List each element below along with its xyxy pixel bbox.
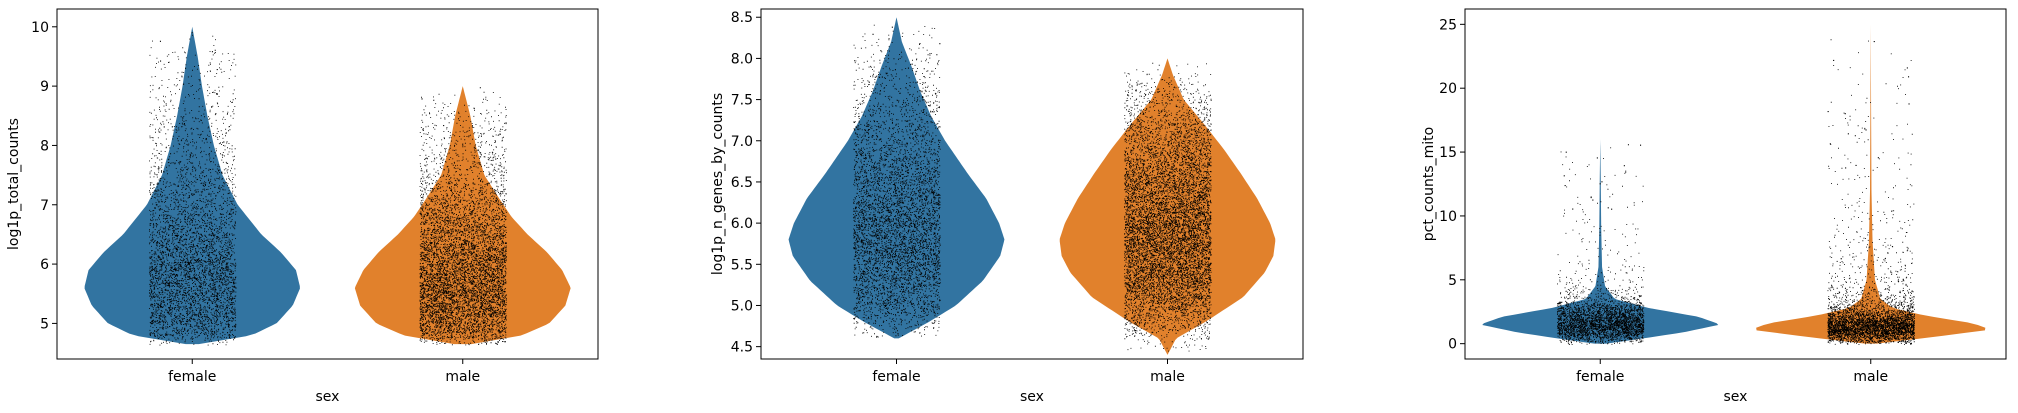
jitter-points-female [853, 24, 941, 338]
x-tick-layer: female male [168, 359, 480, 385]
y-tick-label: 6.0 [731, 216, 753, 232]
y-axis-label: log1p_n_genes_by_counts [710, 93, 726, 275]
x-tick-layer: female male [1576, 359, 1888, 385]
y-tick-label: 4.5 [731, 340, 753, 356]
y-tick-label: 7.0 [731, 134, 753, 150]
y-tick-label: 8.0 [731, 51, 753, 67]
x-tick-label-male: male [1150, 369, 1185, 385]
x-tick-layer: female male [872, 359, 1185, 385]
y-tick-label: 5.5 [731, 257, 753, 273]
x-tick-label-male: male [445, 369, 480, 385]
jitter-points-male [1827, 39, 1915, 346]
jitter-points-female [149, 32, 237, 346]
y-axis-label: log1p_total_counts [6, 118, 22, 250]
axes-frame [760, 8, 1304, 360]
violin-male [1756, 24, 1986, 344]
y-tick-label: 25 [1439, 17, 1457, 33]
x-axis-label: sex [1724, 389, 1748, 405]
y-tick-label: 8 [40, 138, 49, 154]
jitter-points-layer [853, 24, 1212, 352]
violin-male [354, 86, 571, 345]
y-tick-layer: 5 6 7 8 9 10 [31, 20, 57, 332]
violin-female [1482, 139, 1719, 344]
y-tick-label: 6.5 [731, 175, 753, 191]
jitter-points-female [1557, 144, 1645, 345]
y-tick-label: 10 [1439, 209, 1457, 225]
violin-layer [84, 26, 571, 345]
y-tick-label: 10 [31, 20, 49, 36]
y-tick-label: 9 [40, 79, 49, 95]
axes-frame [56, 8, 599, 360]
x-axis-label: sex [1020, 389, 1044, 405]
y-tick-label: 6 [40, 257, 49, 273]
x-tick-label-female: female [1576, 369, 1624, 385]
panel-log1p-total-counts: 5 6 7 8 9 10 female male sex log1p_total_count… [6, 8, 599, 405]
violin-female [84, 26, 300, 345]
panel-log1p-n-genes-by-counts: 4.5 5.0 5.5 6.0 6.5 7.0 7.5 8.0 8.5 female male s… [710, 8, 1304, 405]
x-tick-label-female: female [168, 369, 216, 385]
jitter-points-layer [149, 32, 507, 346]
violin-layer [1482, 24, 1986, 344]
x-tick-label-female: female [872, 369, 920, 385]
y-tick-label: 0 [1448, 337, 1457, 353]
jitter-points-layer [1557, 39, 1915, 346]
y-tick-layer: 4.5 5.0 5.5 6.0 6.5 7.0 7.5 8.0 8.5 [731, 10, 761, 356]
y-axis-label: pct_counts_mito [1421, 127, 1437, 241]
y-tick-label: 8.5 [731, 10, 753, 26]
y-tick-label: 5 [1448, 273, 1457, 289]
x-tick-label-male: male [1853, 369, 1888, 385]
axes-frame [1464, 8, 2007, 360]
panel-pct-counts-mito: 0 5 10 15 20 25 female male sex pct_counts_mit… [1421, 8, 2007, 405]
y-tick-label: 7 [40, 198, 49, 214]
y-tick-label: 7.5 [731, 93, 753, 109]
y-tick-label: 15 [1439, 145, 1457, 161]
y-tick-label: 20 [1439, 81, 1457, 97]
y-tick-label: 5 [40, 316, 49, 332]
x-axis-label: sex [316, 389, 340, 405]
violin-male [1059, 58, 1276, 355]
jitter-points-male [419, 87, 507, 346]
y-tick-label: 5.0 [731, 298, 753, 314]
y-tick-layer: 0 5 10 15 20 25 [1439, 17, 1465, 353]
